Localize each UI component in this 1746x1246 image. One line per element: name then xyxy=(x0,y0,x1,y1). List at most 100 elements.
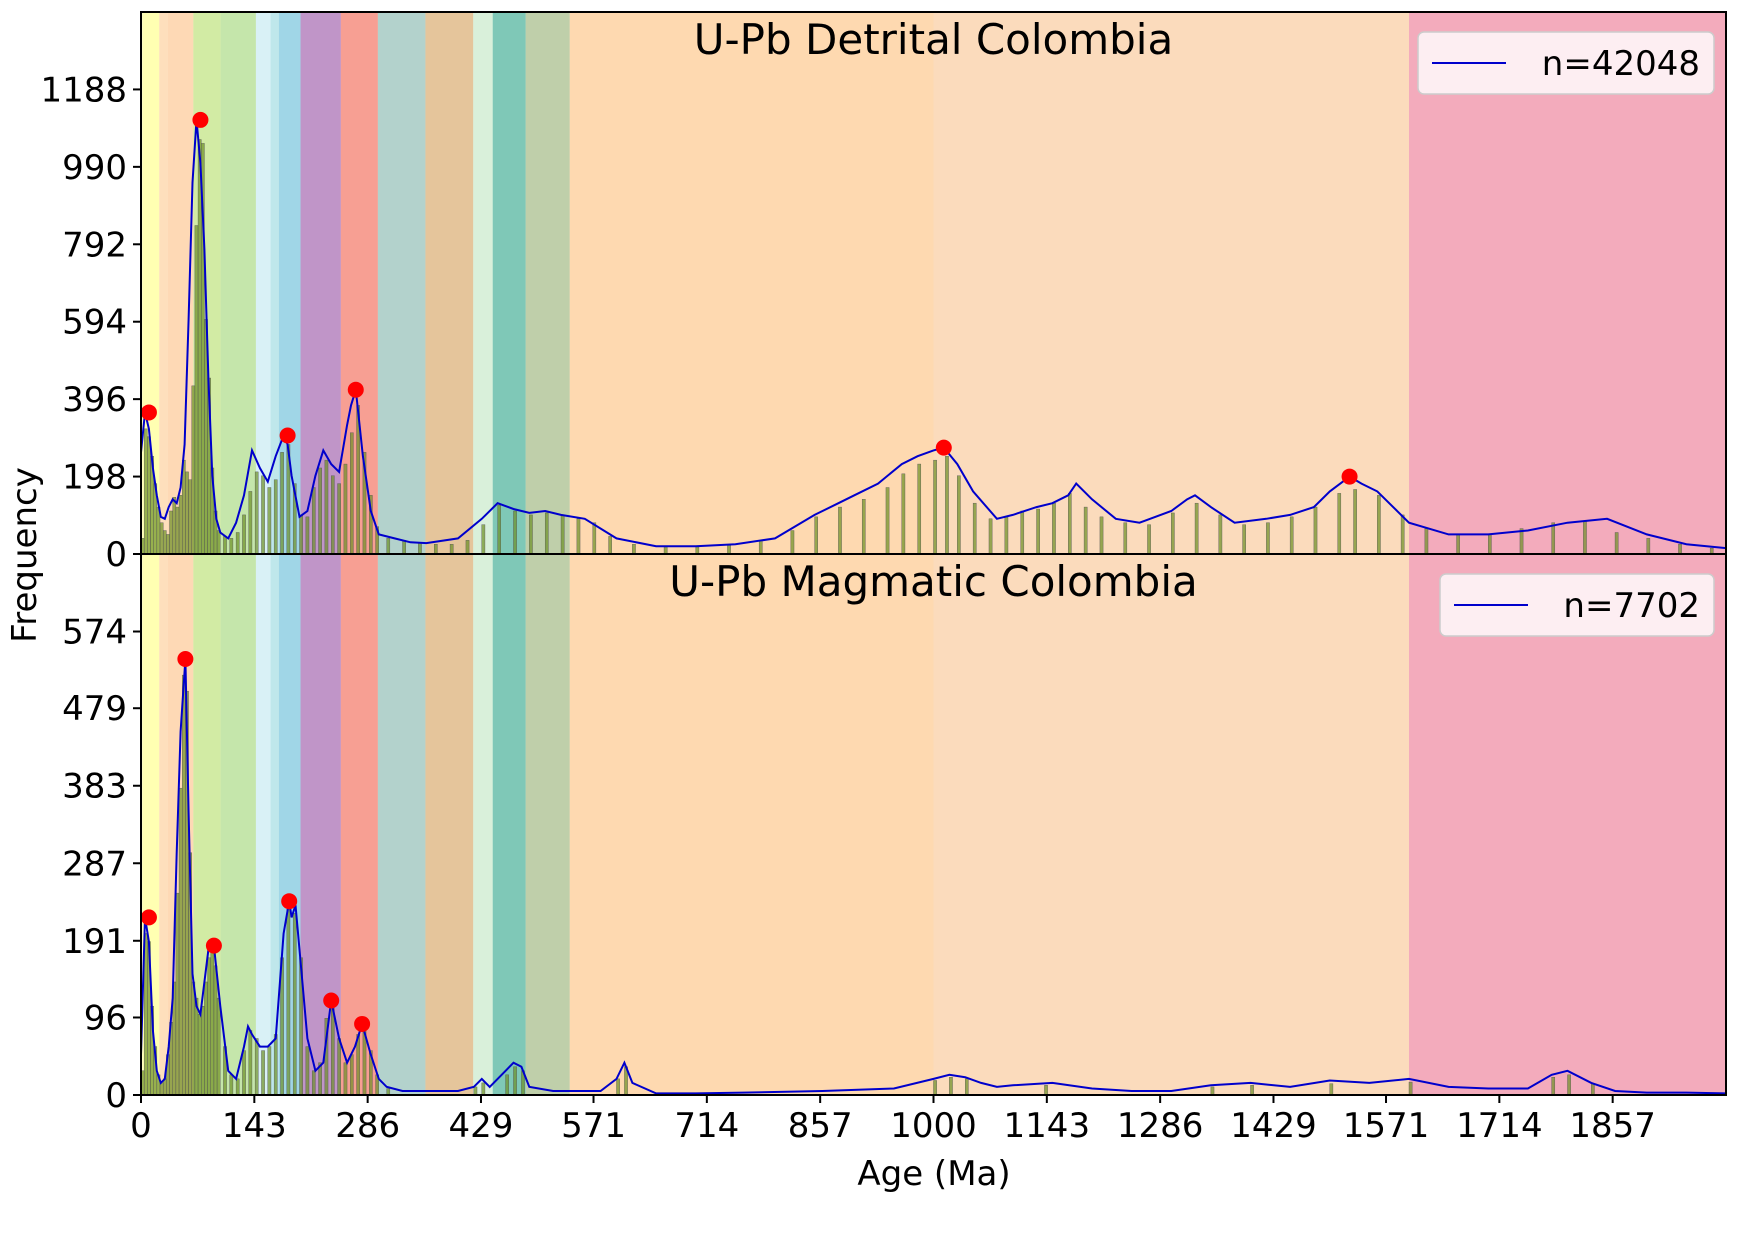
histogram-bar xyxy=(194,225,199,554)
histogram-bar xyxy=(1194,502,1199,554)
histogram-bar xyxy=(473,1086,478,1095)
time-band xyxy=(270,12,279,554)
histogram-bar xyxy=(216,997,221,1095)
histogram-bar xyxy=(1583,520,1587,554)
histogram-bar xyxy=(210,949,215,1095)
x-tick-label: 0 xyxy=(130,1106,152,1146)
time-band xyxy=(569,12,934,554)
x-tick-label: 714 xyxy=(674,1106,739,1146)
histogram-bar xyxy=(1242,524,1246,554)
histogram-bar xyxy=(592,522,597,554)
histogram-bar xyxy=(207,957,211,1095)
histogram-bar xyxy=(1099,516,1104,554)
x-axis: 0 143 286 429 571 714 857 1000 1143 1286 1429 1571 1… xyxy=(130,1095,1656,1146)
histogram-bar xyxy=(337,1038,341,1095)
histogram-bar xyxy=(235,1078,240,1095)
panels-layer: 0 198 396 594 792 990 1188 U-Pb Detrital Colomb… xyxy=(40,11,1727,1116)
histogram-bar xyxy=(343,1062,348,1095)
time-band xyxy=(425,12,474,554)
time-band xyxy=(377,12,426,554)
histogram-bar xyxy=(1400,514,1405,554)
legend-box xyxy=(1417,31,1715,95)
histogram-bar xyxy=(1052,502,1056,554)
histogram-bar xyxy=(267,1046,272,1095)
histogram-bar xyxy=(758,540,763,554)
histogram-bar xyxy=(933,459,937,554)
peak-marker xyxy=(279,427,296,444)
histogram-bar xyxy=(949,1077,953,1095)
panel-title: U-Pb Magmatic Colombia xyxy=(669,557,1197,606)
histogram-bar xyxy=(1567,1074,1571,1095)
peak-marker xyxy=(347,381,364,398)
histogram-bar xyxy=(261,475,265,554)
histogram-bar xyxy=(311,1070,316,1095)
histogram-bar xyxy=(248,491,253,554)
histogram-bar xyxy=(933,1080,937,1095)
time-band xyxy=(1409,12,1726,554)
x-tick-label: 1143 xyxy=(1004,1106,1091,1146)
y-tick-label: 198 xyxy=(62,458,127,498)
histogram-bar xyxy=(1456,534,1460,554)
histogram-bar xyxy=(1646,538,1651,554)
time-band xyxy=(255,12,271,554)
histogram-bar xyxy=(434,544,438,554)
histogram-bar xyxy=(1020,510,1025,554)
time-band xyxy=(525,554,570,1095)
histogram-bar xyxy=(727,545,731,554)
time-band xyxy=(270,554,279,1095)
time-band xyxy=(425,554,474,1095)
histogram-bar xyxy=(191,981,196,1095)
histogram-bar xyxy=(885,487,890,554)
y-tick-label: 383 xyxy=(62,767,127,807)
histogram-bar xyxy=(1551,522,1556,554)
histogram-bar xyxy=(560,514,565,554)
peak-marker xyxy=(141,909,157,926)
time-band xyxy=(933,12,1409,554)
histogram-bar xyxy=(1337,493,1342,554)
histogram-bar xyxy=(204,981,208,1095)
histogram-bar xyxy=(481,1082,486,1095)
histogram-bar xyxy=(182,674,186,1095)
time-band xyxy=(473,554,493,1095)
histogram-bar xyxy=(162,530,167,554)
time-band xyxy=(1409,554,1726,1095)
histogram-bar xyxy=(273,479,278,554)
x-tick-label: 1857 xyxy=(1569,1106,1656,1146)
panel-2: 0 96 191 287 383 479 574 U-Pb Magmatic Colombia… xyxy=(62,553,1727,1116)
histogram-bar xyxy=(175,506,180,554)
histogram-bar xyxy=(356,1034,360,1095)
histogram-bar xyxy=(1210,1086,1215,1095)
histogram-bar xyxy=(1329,1083,1334,1095)
histogram-bar xyxy=(175,892,180,1095)
time-band xyxy=(141,554,144,1095)
histogram-bar xyxy=(216,530,221,554)
histogram-bar xyxy=(917,463,922,554)
histogram-bar xyxy=(172,497,177,554)
histogram-bar xyxy=(280,452,284,554)
histogram-bar xyxy=(331,475,335,554)
histogram-bar xyxy=(318,1062,322,1095)
histogram-bar xyxy=(273,1034,278,1095)
histogram-bar xyxy=(513,510,517,554)
histogram-bar xyxy=(242,1050,246,1095)
histogram-bar xyxy=(292,913,297,1095)
histogram-bar xyxy=(861,499,866,554)
histogram-bar xyxy=(350,1054,354,1095)
y-tick-label: 396 xyxy=(62,380,127,420)
peak-marker xyxy=(192,111,209,128)
time-band xyxy=(255,554,271,1095)
peak-marker xyxy=(141,404,157,421)
histogram-bar xyxy=(305,516,310,554)
peak-marker xyxy=(281,893,298,910)
histogram-bar xyxy=(513,1066,517,1095)
histogram-bar xyxy=(945,456,949,554)
histogram-bar xyxy=(1313,506,1318,554)
histogram-bar xyxy=(337,483,341,554)
histogram-bar xyxy=(418,542,422,554)
time-band xyxy=(159,554,168,1095)
kde-line xyxy=(141,119,1726,550)
histogram-bar xyxy=(318,467,322,554)
plot-area xyxy=(141,554,1726,1095)
histogram-bar xyxy=(386,538,391,554)
peak-marker xyxy=(205,937,222,954)
